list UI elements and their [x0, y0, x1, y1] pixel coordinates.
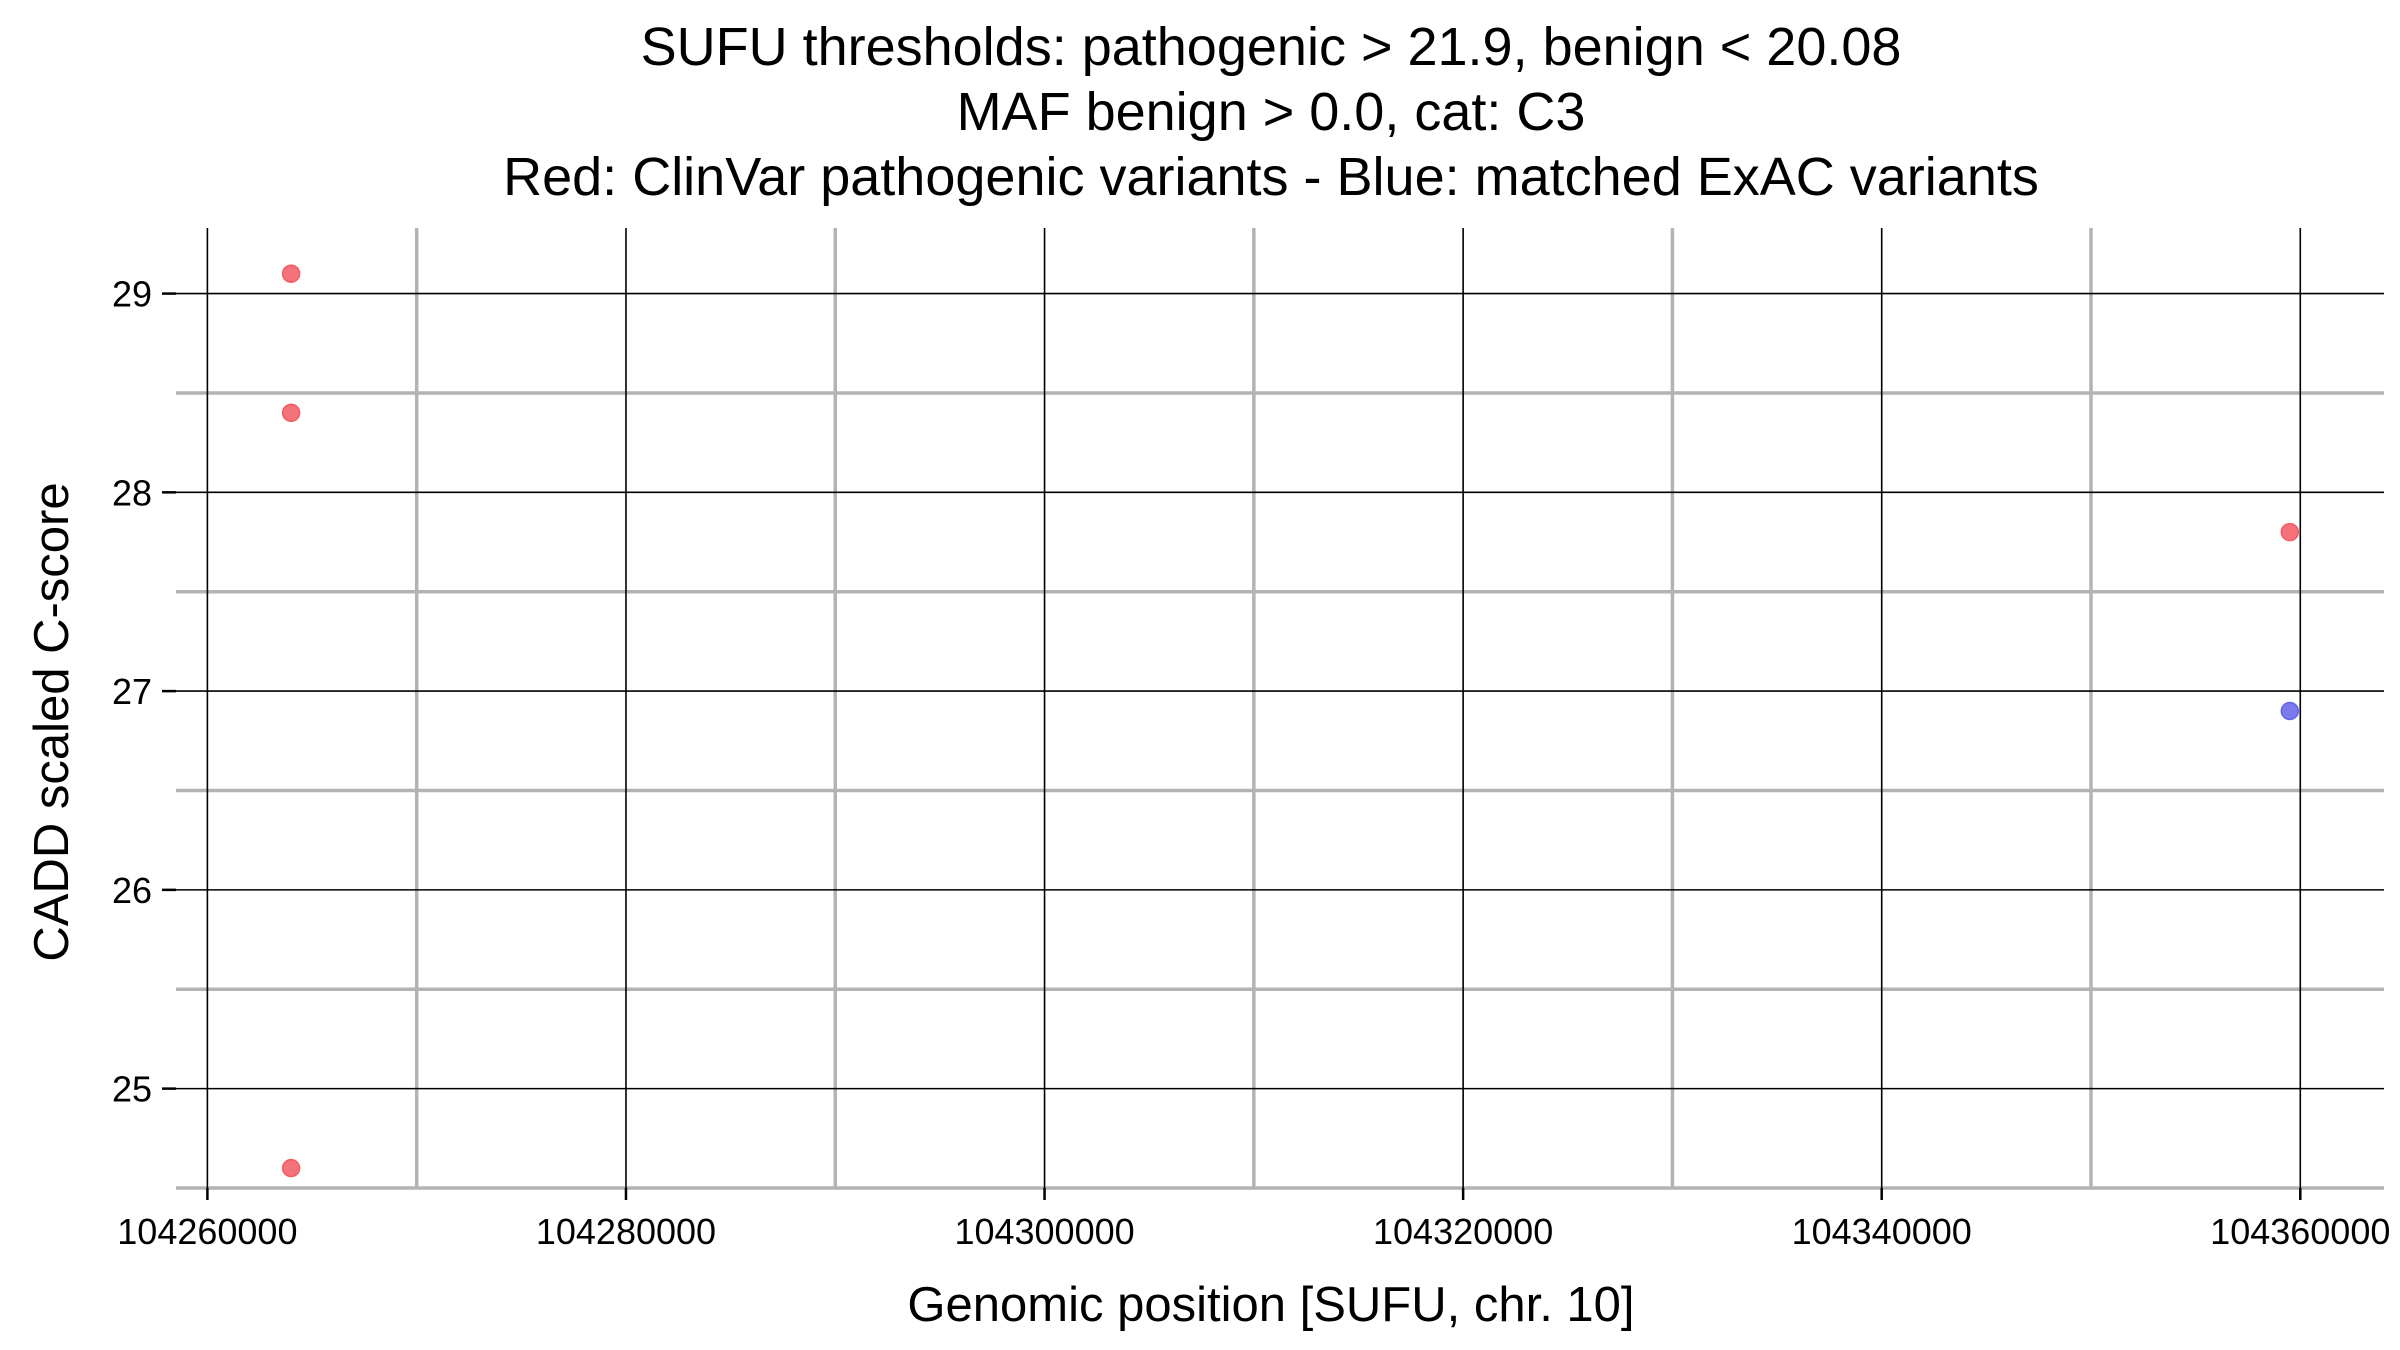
x-tick-label: 104300000 — [954, 1211, 1134, 1252]
y-axis-ticks — [162, 292, 176, 1090]
y-tick-label: 28 — [112, 472, 152, 513]
y-axis-tick-labels: 25 26 27 28 29 — [112, 274, 152, 1110]
y-axis-title: CADD scaled C-score — [25, 482, 79, 961]
x-tick-label: 104340000 — [1792, 1211, 1972, 1252]
major-grid-lines — [176, 228, 2384, 1188]
chart-title-line-2: MAF benign > 0.0, cat: C3 — [957, 82, 1586, 142]
x-tick-label: 104260000 — [117, 1211, 297, 1252]
x-tick-label: 104320000 — [1373, 1211, 1553, 1252]
clinvar-pathogenic-point — [281, 1158, 301, 1178]
clinvar-pathogenic-point — [2280, 522, 2300, 542]
x-tick-label: 104360000 — [2210, 1211, 2390, 1252]
x-axis-ticks — [206, 1188, 2302, 1200]
chart-title-line-1: SUFU thresholds: pathogenic > 21.9, beni… — [641, 17, 1902, 77]
y-tick-label: 25 — [112, 1069, 152, 1110]
chart-title-line-3: Red: ClinVar pathogenic variants - Blue:… — [503, 147, 2039, 207]
y-tick-label: 29 — [112, 274, 152, 315]
x-tick-label: 104280000 — [536, 1211, 716, 1252]
minor-grid-lines — [176, 228, 2384, 1190]
data-points — [281, 264, 2300, 1178]
clinvar-pathogenic-point — [281, 403, 301, 423]
exac-matched-point — [2280, 701, 2300, 721]
y-tick-label: 27 — [112, 671, 152, 712]
x-axis-tick-labels: 104260000 104280000 104300000 104320000 1043… — [117, 1211, 2390, 1252]
chart-title: SUFU thresholds: pathogenic > 21.9, beni… — [503, 17, 2039, 207]
clinvar-pathogenic-point — [281, 264, 301, 283]
y-tick-label: 26 — [112, 870, 152, 911]
x-axis-title: Genomic position [SUFU, chr. 10] — [907, 1278, 1634, 1332]
